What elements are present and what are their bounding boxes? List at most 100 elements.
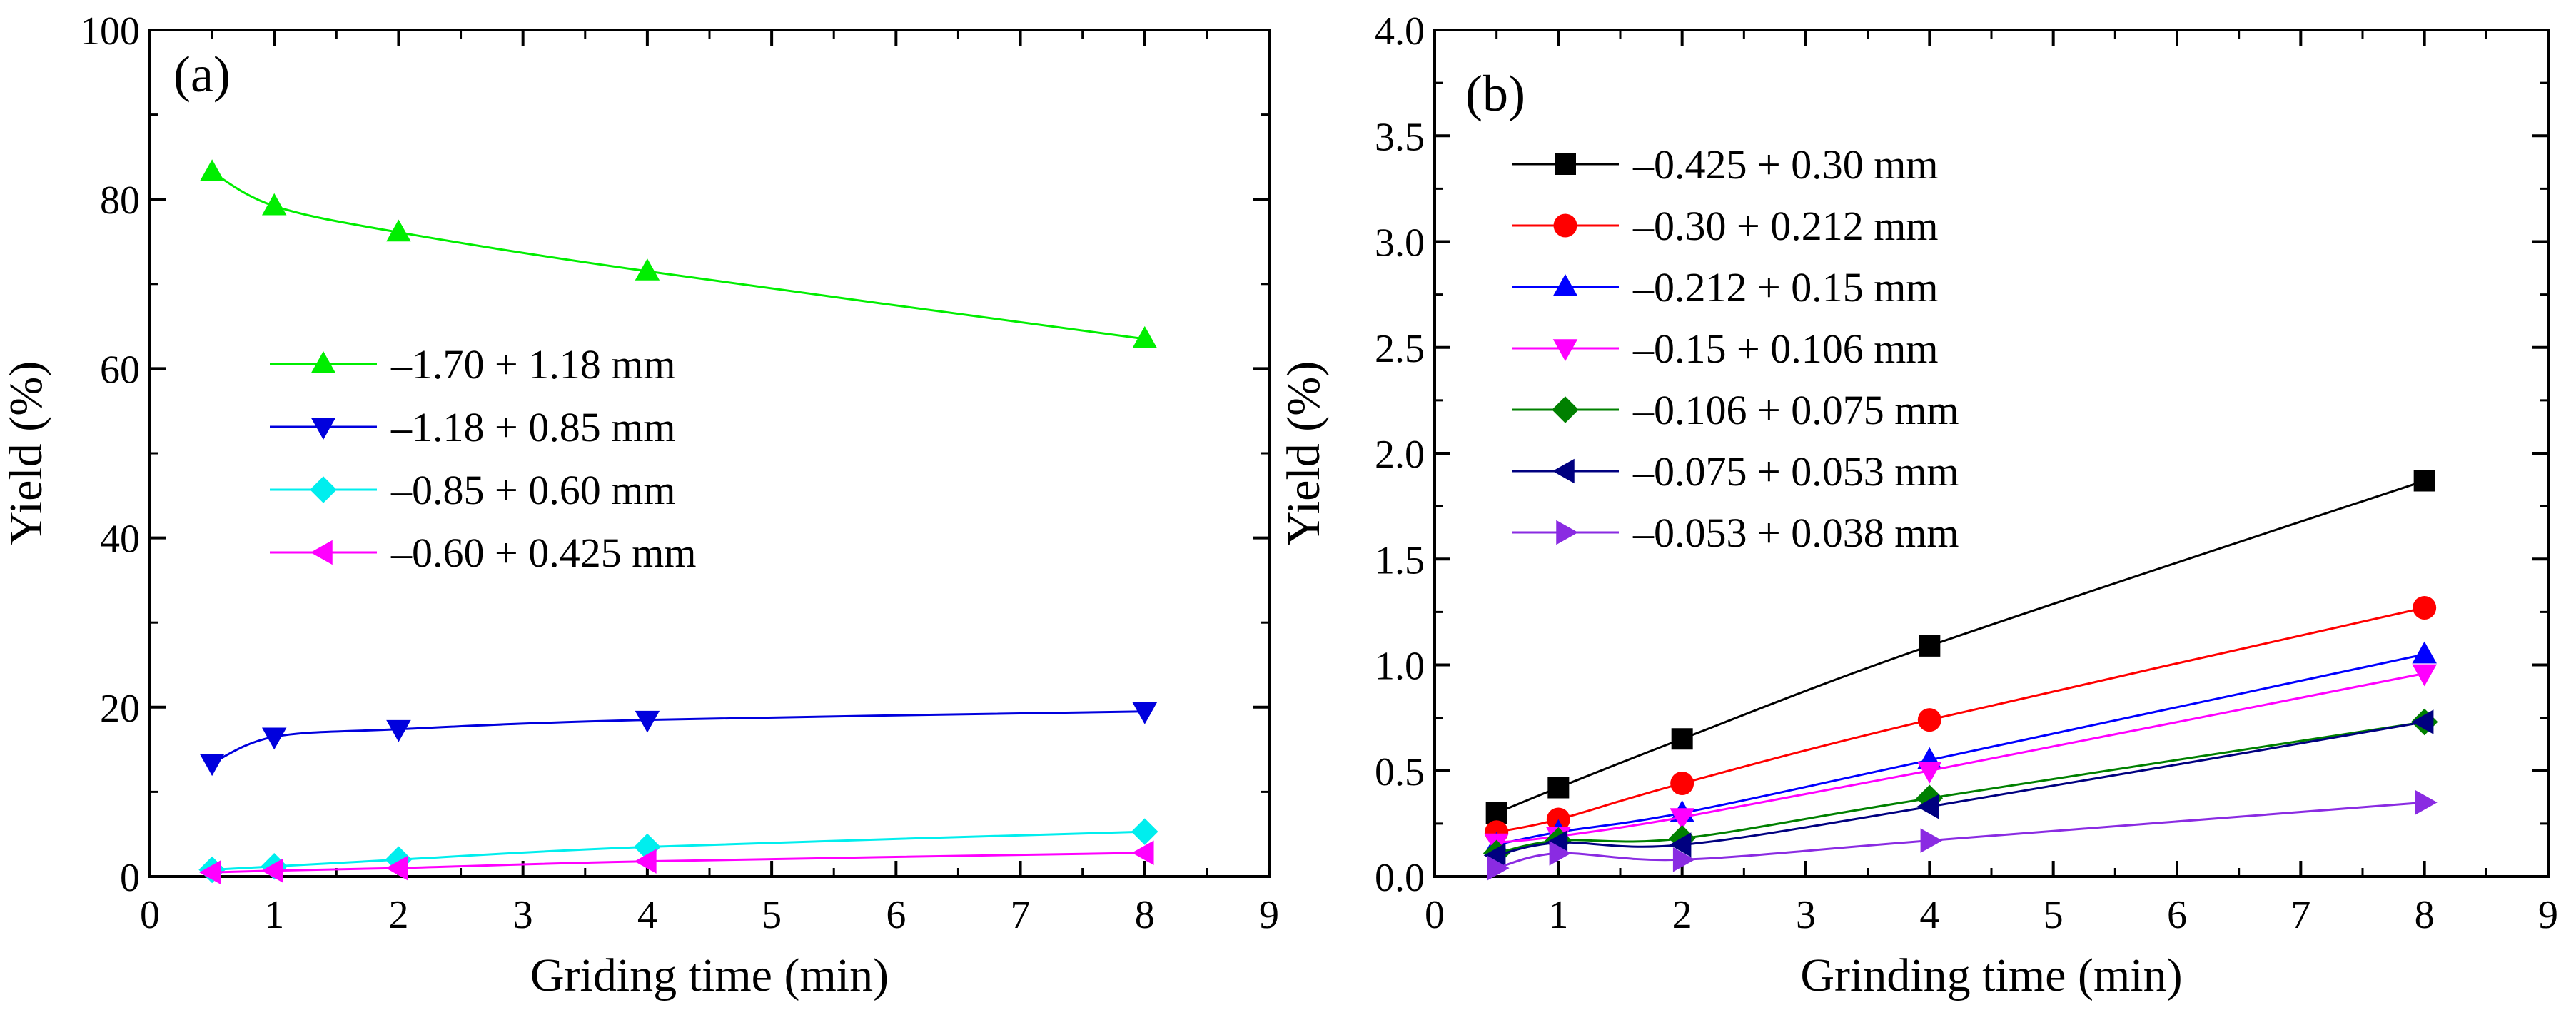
series-line-a-1 [211,171,1145,340]
legend-marker-b-2 [1553,213,1577,238]
legend-label-b-4: –0.15 + 0.106 mm [1632,325,1938,372]
y-tick-label-b: 0.0 [1375,856,1425,900]
data-point-b-1 [2413,470,2435,492]
y-tick-label-a: 60 [100,348,140,392]
legend-label-a-1: –1.70 + 1.18 mm [390,341,675,388]
legend-label-b-5: –0.106 + 0.075 mm [1632,387,1959,433]
legend-label-a-2: –1.18 + 0.85 mm [390,404,675,450]
plot-frame-a [148,29,1271,878]
x-tick-label-b: 2 [1672,893,1692,937]
chart-panel-a: 0 1 2 3 4 5 6 7 8 9 0 20 40 60 80 100 Griding time (min)… [0,9,1279,1001]
legend-marker-a-3 [310,476,337,503]
y-tick-label-a: 0 [120,856,140,900]
legend-label-a-3: –0.85 + 0.60 mm [390,467,675,513]
data-point-a-2 [261,727,287,750]
x-tick-label-b: 5 [2044,893,2064,937]
data-point-a-1 [199,159,225,181]
x-tick-label-a: 2 [388,893,408,937]
series-line-a-3 [212,830,1145,872]
legend-label-b-7: –0.053 + 0.038 mm [1632,510,1959,556]
data-point-b-2 [1917,708,1941,732]
legend-label-a-4: –0.60 + 0.425 mm [390,530,696,576]
y-axis-label-a: Yield (%) [0,361,52,545]
series-line-b-7 [1496,801,2425,869]
data-point-a-1 [386,219,411,242]
data-point-a-4 [634,849,657,874]
panel-label-b: (b) [1465,65,1525,122]
data-point-b-7 [1920,828,1943,853]
data-point-a-1 [1132,325,1158,348]
y-tick-label-a: 100 [80,9,140,54]
y-tick-label-b: 1.5 [1375,538,1425,582]
x-tick-label-a: 1 [264,893,284,937]
series-line-b-3 [1496,653,2425,846]
chart-panel-b: 0 1 2 3 4 5 6 7 8 9 0.0 0.5 1.0 1.5 2.0 2.5 3.0 3.5 4.0 Gri… [1278,9,2558,1001]
y-tick-label-b: 1.0 [1375,645,1425,689]
y-tick-label-a: 20 [100,687,140,731]
x-axis-label-b: Grinding time (min) [1800,949,2182,1001]
legend-marker-b-4 [1552,339,1578,361]
data-point-b-7 [1487,855,1510,881]
x-tick-label-b: 7 [2290,893,2310,937]
x-tick-label-b: 4 [1919,893,1939,937]
data-point-b-6 [1483,843,1506,868]
data-point-a-4 [385,855,408,881]
x-axis-label-a: Griding time (min) [530,949,889,1001]
x-tick-label-a: 4 [637,893,657,937]
plot-frame-b [1433,29,2550,878]
x-tick-label-b: 3 [1796,893,1816,937]
data-point-b-4 [1917,762,1942,784]
data-point-a-2 [1132,702,1158,724]
data-point-b-6 [1669,832,1692,857]
y-tick-label-b: 2.5 [1375,327,1425,371]
data-point-b-4 [1670,808,1694,830]
legend-marker-b-7 [1556,520,1578,545]
x-tick-label-a: 9 [1259,893,1279,937]
data-point-b-1 [1919,635,1941,657]
data-point-a-2 [199,754,225,777]
series-line-b-5 [1496,721,2425,854]
y-tick-label-b: 3.5 [1375,115,1425,159]
x-tick-label-b: 1 [1548,893,1568,937]
data-point-b-1 [1547,777,1570,799]
data-point-a-2 [635,710,660,733]
legend-label-b-3: –0.212 + 0.15 mm [1632,264,1938,310]
legend-marker-b-6 [1552,458,1575,484]
data-point-b-7 [1549,841,1572,866]
data-point-b-2 [2413,595,2437,620]
legend-marker-a-1 [310,351,336,373]
data-point-a-4 [1131,840,1154,866]
x-tick-label-a: 8 [1135,893,1155,937]
legend-marker-b-3 [1552,274,1578,296]
x-tick-label-b: 0 [1425,893,1445,937]
y-tick-label-a: 80 [100,178,140,223]
series-line-b-6 [1496,721,2425,857]
y-tick-label-b: 3.0 [1375,221,1425,266]
data-point-b-2 [1670,772,1694,796]
series-line-b-2 [1496,606,2425,834]
data-point-b-4 [2412,664,2437,687]
legend-label-b-6: –0.075 + 0.053 mm [1632,448,1959,495]
legend-marker-b-1 [1555,153,1576,175]
x-tick-label-b: 9 [2538,893,2558,937]
legend-label-b-2: –0.30 + 0.212 mm [1632,203,1938,249]
y-tick-label-b: 2.0 [1375,433,1425,477]
y-axis-label-b: Yield (%) [1278,361,1330,545]
data-point-a-1 [635,258,660,281]
data-point-b-7 [1672,847,1695,872]
x-tick-label-a: 3 [513,893,533,937]
legend-marker-a-2 [310,418,336,440]
data-point-b-7 [2415,789,2438,815]
data-point-b-6 [1916,794,1939,819]
x-tick-label-a: 7 [1011,893,1031,937]
x-tick-label-a: 6 [886,893,906,937]
data-point-a-3 [1131,818,1158,845]
legend-marker-b-5 [1552,396,1579,423]
data-point-b-1 [1671,728,1693,750]
x-tick-label-a: 5 [762,893,782,937]
x-tick-label-b: 8 [2415,893,2435,937]
data-point-b-1 [1485,802,1507,824]
legend-marker-a-4 [310,540,333,565]
data-point-a-4 [199,859,221,885]
